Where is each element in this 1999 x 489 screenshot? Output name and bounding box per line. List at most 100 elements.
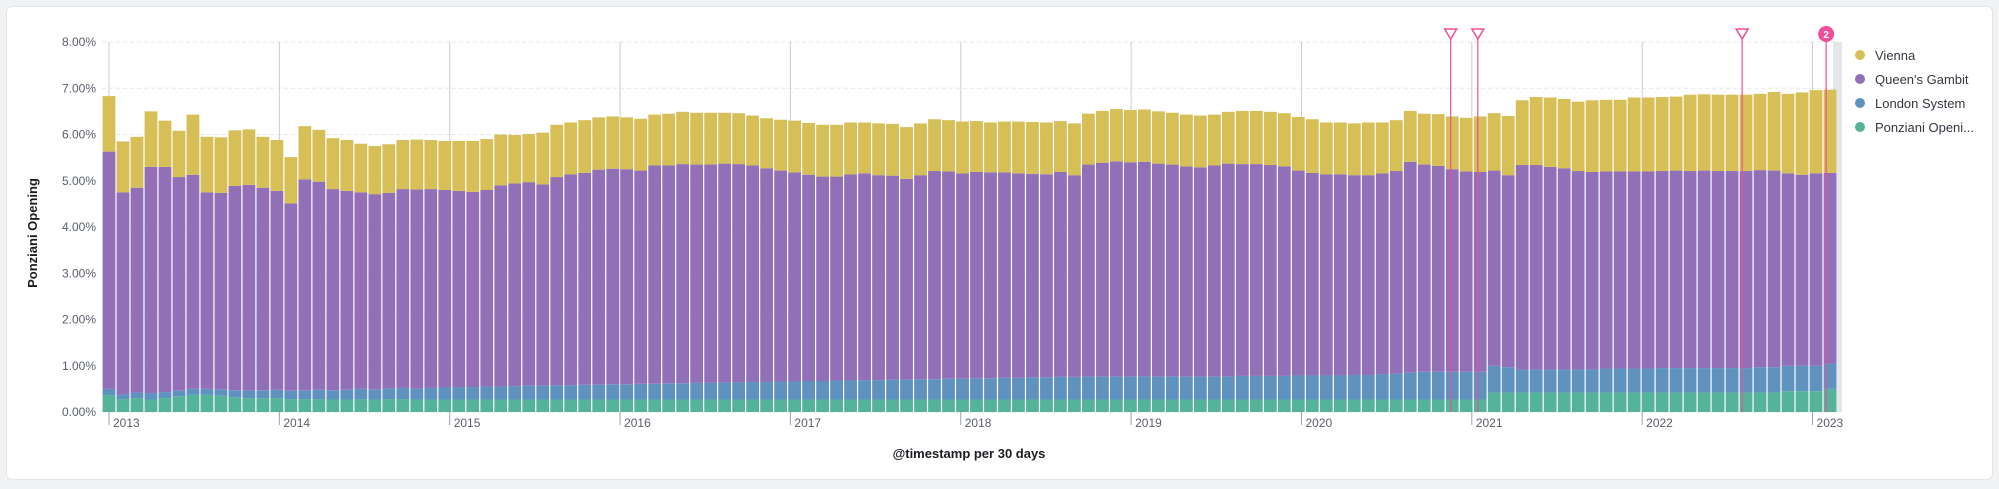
bar-segment[interactable] [536,385,550,400]
bar-segment[interactable] [130,392,144,399]
bar-segment[interactable] [1333,375,1347,400]
bar-segment[interactable] [956,399,969,412]
bar-segment[interactable] [158,392,172,399]
bar-segment[interactable] [1179,114,1193,167]
bar-segment[interactable] [256,187,270,391]
bar-segment[interactable] [340,399,354,412]
bar-segment[interactable] [536,132,550,185]
bar-segment[interactable] [1571,101,1585,172]
bar-segment[interactable] [620,399,634,412]
bar-segment[interactable] [1683,94,1697,172]
bar-segment[interactable] [1082,113,1095,165]
bar-segment[interactable] [1529,165,1543,370]
bar-segment[interactable] [452,399,466,412]
bar-segment[interactable] [1403,372,1417,400]
bar-segment[interactable] [1753,170,1767,368]
bar-segment[interactable] [536,184,550,386]
bar-segment[interactable] [1781,173,1795,366]
bar-segment[interactable] [326,399,340,412]
bar-segment[interactable] [872,123,885,176]
bar-segment[interactable] [158,120,172,167]
bar-segment[interactable] [844,174,857,381]
bar-segment[interactable] [1138,399,1151,412]
bar-segment[interactable] [144,166,158,394]
bar-segment[interactable] [746,399,760,412]
bar-segment[interactable] [1641,171,1655,369]
bar-segment[interactable] [1767,91,1781,171]
bar-segment[interactable] [1697,170,1711,369]
bar-segment[interactable] [144,111,158,167]
bar-segment[interactable] [1501,175,1515,368]
bar-segment[interactable] [256,136,270,188]
bar-segment[interactable] [1753,93,1767,171]
bar-segment[interactable] [130,398,144,412]
bar-segment[interactable] [312,399,326,412]
bar-segment[interactable] [1277,113,1291,167]
bar-segment[interactable] [1389,373,1403,400]
bar-segment[interactable] [200,394,214,412]
bar-segment[interactable] [1263,399,1277,412]
bar-segment[interactable] [1235,110,1249,165]
bar-segment[interactable] [1557,98,1571,169]
bar-segment[interactable] [620,117,634,170]
bar-segment[interactable] [676,383,690,400]
bar-segment[interactable] [1138,109,1151,162]
bar-segment[interactable] [564,174,578,386]
bar-segment[interactable] [1403,161,1417,373]
bar-segment[interactable] [172,390,186,397]
bar-segment[interactable] [508,399,522,412]
bar-segment[interactable] [620,169,634,385]
bar-segment[interactable] [1263,375,1277,400]
bar-segment[interactable] [1068,175,1081,377]
bar-segment[interactable] [1054,376,1067,400]
bar-segment[interactable] [732,113,746,165]
bar-segment[interactable] [1655,368,1669,393]
bar-segment[interactable] [1557,392,1571,412]
bar-segment[interactable] [158,398,172,412]
bar-segment[interactable] [144,399,158,412]
bar-segment[interactable] [1096,110,1109,163]
bar-segment[interactable] [732,382,746,400]
bar-segment[interactable] [760,118,774,169]
bar-segment[interactable] [242,390,256,399]
bar-segment[interactable] [1124,109,1137,163]
bar-segment[interactable] [998,399,1011,412]
bar-segment[interactable] [354,388,368,400]
bar-segment[interactable] [900,379,913,400]
bar-segment[interactable] [1725,171,1739,369]
bar-segment[interactable] [718,163,732,383]
bar-segment[interactable] [256,390,270,399]
bar-segment[interactable] [1403,399,1417,412]
bar-segment[interactable] [200,192,214,389]
bar-segment[interactable] [1487,170,1501,366]
bar-segment[interactable] [886,379,899,400]
bar-segment[interactable] [676,164,690,384]
bar-segment[interactable] [648,383,662,400]
bar-segment[interactable] [494,185,508,387]
bar-segment[interactable] [998,172,1011,378]
bar-segment[interactable] [802,174,815,382]
bar-segment[interactable] [1193,376,1207,400]
bar-segment[interactable] [298,390,312,400]
bar-segment[interactable] [1138,376,1151,400]
bar-segment[interactable] [998,121,1011,173]
bar-segment[interactable] [1781,365,1795,392]
bar-segment[interactable] [900,178,913,380]
bar-segment[interactable] [1739,171,1753,369]
bar-segment[interactable] [1641,368,1655,393]
bar-segment[interactable] [186,394,200,412]
bar-segment[interactable] [1361,175,1375,375]
bar-segment[interactable] [1431,114,1445,166]
bar-segment[interactable] [1473,371,1487,400]
bar-segment[interactable] [704,112,718,165]
bar-segment[interactable] [1515,369,1529,393]
bar-segment[interactable] [1697,94,1711,171]
bar-segment[interactable] [1124,162,1137,377]
bar-segment[interactable] [1151,376,1165,400]
bar-segment[interactable] [1151,163,1165,377]
legend-item-queens-gambit[interactable]: Queen's Gambit [1855,67,1974,91]
bar-segment[interactable] [1585,369,1599,393]
bar-segment[interactable] [270,398,284,412]
bar-segment[interactable] [1487,392,1501,412]
bar-segment[interactable] [1473,171,1487,372]
